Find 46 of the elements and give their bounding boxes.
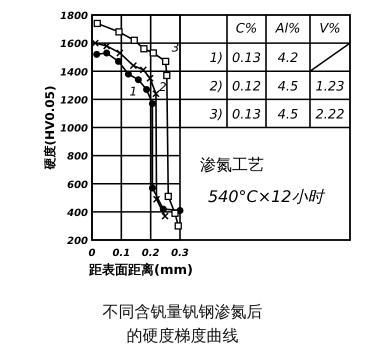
text: 540°C×12小时 bbox=[208, 187, 326, 206]
table: C% Al% V% 1) 0.13 4.2 2) 0.12 4.5 1.23 3) 0.13 4.5 2.22 bbox=[179, 15, 350, 128]
y-tick-label: 1600 bbox=[60, 39, 88, 50]
point bbox=[134, 76, 142, 84]
point bbox=[162, 58, 170, 66]
text: 不同含钒量钒钢渗氮后的硬度梯度曲线 bbox=[102, 301, 264, 347]
x-tick-label: 0 bbox=[88, 248, 96, 259]
point bbox=[152, 195, 160, 203]
x-tick-label: 0.1 bbox=[112, 248, 130, 259]
y-tick-label: 200 bbox=[67, 236, 88, 247]
x-tick-label: 0.3 bbox=[171, 248, 189, 259]
point bbox=[140, 66, 148, 74]
point bbox=[114, 58, 122, 65]
y-tick-label: 1200 bbox=[60, 95, 88, 106]
point bbox=[174, 222, 182, 230]
point bbox=[130, 36, 138, 44]
y-tick-label: 1400 bbox=[60, 67, 88, 78]
y-tick-label: 1800 bbox=[60, 11, 88, 22]
text: 渗氮工艺 bbox=[200, 155, 264, 174]
point bbox=[161, 212, 169, 220]
series-label: 1 bbox=[130, 84, 138, 99]
point bbox=[163, 72, 170, 80]
point bbox=[152, 90, 160, 98]
y-tick-label: 800 bbox=[67, 152, 88, 163]
point bbox=[140, 45, 148, 52]
point bbox=[115, 28, 123, 36]
y-tick-label: 600 bbox=[67, 180, 88, 191]
point bbox=[164, 192, 172, 200]
x-axis-title: 距表面距离(mm) bbox=[88, 262, 193, 278]
point bbox=[93, 50, 100, 58]
point bbox=[146, 74, 154, 82]
point bbox=[143, 86, 150, 94]
point bbox=[102, 42, 110, 50]
point bbox=[148, 184, 156, 192]
y-axis-title: 硬度(HV0.05) bbox=[43, 86, 57, 170]
y-tick-label: 400 bbox=[66, 208, 88, 219]
point bbox=[150, 49, 157, 57]
y-tick-label: 1000 bbox=[60, 124, 88, 134]
point bbox=[148, 100, 156, 108]
point bbox=[171, 210, 179, 217]
point bbox=[103, 49, 110, 56]
point bbox=[94, 20, 101, 28]
point bbox=[116, 49, 124, 57]
series-label: 2 bbox=[158, 80, 167, 94]
x-tick-label: 0.2 bbox=[142, 248, 160, 259]
point bbox=[130, 62, 138, 70]
